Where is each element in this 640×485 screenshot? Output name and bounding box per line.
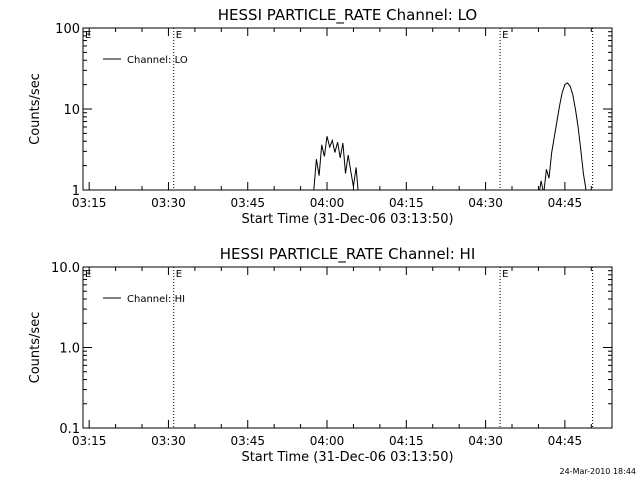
legend-label: Channel: HI bbox=[127, 294, 185, 305]
event-marker-label: E bbox=[176, 269, 182, 280]
x-tick-label: 04:00 bbox=[310, 434, 345, 448]
x-tick-label: 03:30 bbox=[151, 434, 186, 448]
x-tick-label: 04:45 bbox=[548, 434, 583, 448]
chart-title: HESSI PARTICLE_RATE Channel: LO bbox=[218, 6, 477, 25]
event-marker-label: E bbox=[502, 30, 508, 41]
corner-marker-label: E bbox=[85, 269, 91, 280]
y-axis-label: Counts/sec bbox=[28, 73, 43, 145]
x-tick-label: 03:30 bbox=[151, 196, 186, 210]
x-tick-label: 03:45 bbox=[230, 196, 265, 210]
x-tick-label: 03:15 bbox=[72, 434, 107, 448]
x-tick-label: 04:15 bbox=[389, 434, 424, 448]
corner-marker-label: E bbox=[85, 30, 91, 41]
plot-frame bbox=[82, 266, 613, 429]
series-line-1-segment-1 bbox=[313, 136, 359, 190]
y-tick-label: 10 bbox=[63, 103, 80, 118]
x-tick-label: 04:00 bbox=[310, 196, 345, 210]
y-tick-label: 0.1 bbox=[59, 422, 80, 437]
x-axis-label: Start Time (31-Dec-06 03:13:50) bbox=[241, 450, 453, 465]
chart-title: HESSI PARTICLE_RATE Channel: HI bbox=[220, 245, 476, 264]
y-tick-label: 10.0 bbox=[51, 261, 80, 276]
x-tick-label: 03:15 bbox=[72, 196, 107, 210]
y-tick-label: 1 bbox=[72, 184, 80, 199]
series-line-1-segment-2 bbox=[539, 82, 587, 190]
x-tick-label: 04:15 bbox=[389, 196, 424, 210]
x-tick-label: 03:45 bbox=[230, 434, 265, 448]
legend-label: Channel: LO bbox=[127, 55, 188, 66]
x-tick-label: 04:30 bbox=[468, 434, 503, 448]
event-marker-label: E bbox=[176, 30, 182, 41]
x-tick-label: 04:30 bbox=[468, 196, 503, 210]
chart-panel-2: HESSI PARTICLE_RATE Channel: HI 03:15 03:3… bbox=[28, 245, 613, 465]
x-axis-label: Start Time (31-Dec-06 03:13:50) bbox=[241, 212, 453, 227]
chart-panel-1: HESSI PARTICLE_RATE Channel: LO 03:15 03:3… bbox=[28, 6, 613, 227]
x-tick-label: 04:45 bbox=[548, 196, 583, 210]
y-tick-label: 100 bbox=[55, 22, 80, 37]
y-axis-label: Counts/sec bbox=[28, 312, 43, 384]
plot-frame bbox=[82, 27, 613, 191]
footer-timestamp: 24-Mar-2010 18:44 bbox=[560, 467, 637, 476]
y-tick-label: 1.0 bbox=[59, 342, 80, 357]
event-marker-label: E bbox=[502, 269, 508, 280]
